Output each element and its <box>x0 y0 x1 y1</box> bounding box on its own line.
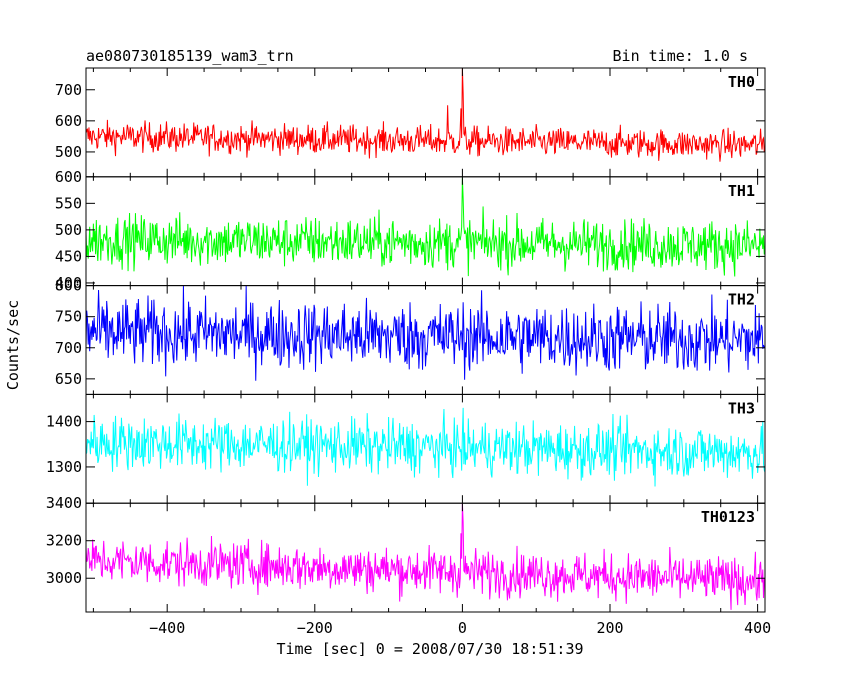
panel-label-th2: TH2 <box>728 291 755 309</box>
x-tick-label: 400 <box>744 619 771 637</box>
panel-label-th1: TH1 <box>728 182 755 200</box>
y-tick-label: 1300 <box>46 458 82 476</box>
panel-th1: 400 450 500 550 600 TH1 <box>55 168 766 292</box>
y-tick-label: 450 <box>55 247 82 265</box>
y-tick-label: 600 <box>55 168 82 186</box>
y-tick-label: 700 <box>55 81 82 99</box>
x-axis-label: Time [sec] 0 = 2008/07/30 18:51:39 <box>276 640 583 658</box>
y-tick-label: 500 <box>55 221 82 239</box>
x-tick-label: 200 <box>596 619 623 637</box>
y-tick-label: 400 <box>55 274 82 292</box>
y-tick-label: 700 <box>55 339 82 357</box>
y-tick-label: 750 <box>55 308 82 326</box>
y-tick-label: 1400 <box>46 413 82 431</box>
series-line-th2 <box>86 285 765 381</box>
y-tick-label: 550 <box>55 194 82 212</box>
y-tick-label: 3000 <box>46 569 82 587</box>
panel-th2: 650 700 750 800 TH2 <box>55 277 766 395</box>
chart-title: ae080730185139_wam3_trn <box>86 47 294 65</box>
panel-label-th3: TH3 <box>728 399 755 417</box>
x-tick-label: 0 <box>458 619 467 637</box>
y-tick-label: 3200 <box>46 532 82 550</box>
panel-th0123: 3000 3200 3400 TH0123 <box>46 494 766 613</box>
y-tick-label: 600 <box>55 112 82 130</box>
series-line-th1 <box>86 177 765 277</box>
series-line-th3 <box>86 407 765 487</box>
panel-th3: 1300 1400 TH3 <box>46 393 766 504</box>
y-tick-label: 3400 <box>46 494 82 512</box>
series-line-th0 <box>86 68 765 162</box>
panel-label-th0123: TH0123 <box>701 508 755 526</box>
y-tick-label: 650 <box>55 370 82 388</box>
series-line-th0123 <box>86 503 765 610</box>
x-tick-label: −400 <box>149 619 185 637</box>
x-tick-label: −200 <box>297 619 333 637</box>
panel-label-th0: TH0 <box>728 73 755 91</box>
y-tick-label: 800 <box>55 277 82 295</box>
panel-frame <box>85 67 766 178</box>
y-tick-label: 500 <box>55 143 82 161</box>
bin-time-label: Bin time: 1.0 s <box>613 47 748 65</box>
y-axis-label: Counts/sec <box>4 300 22 390</box>
panels-group: 500 600 700 TH0 400 450 500 550 600 TH1 650 700 750 8… <box>46 67 771 637</box>
panel-th0: 500 600 700 TH0 <box>55 67 766 178</box>
